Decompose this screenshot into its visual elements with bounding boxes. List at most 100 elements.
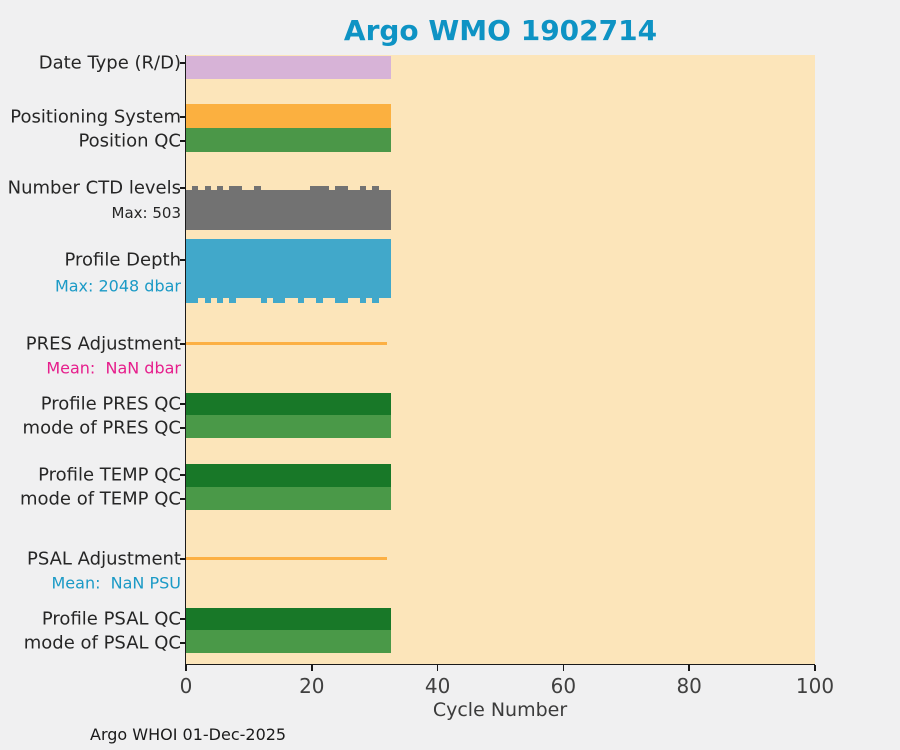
bar-segment-profile_depth [298,239,304,303]
bar-segment-profile_depth [372,239,379,303]
bar-segment-number_ctd_levels [304,190,310,230]
x-axis-label: Cycle Number [432,699,568,721]
bar-segment-number_ctd_levels [205,186,211,230]
bar-mode_of_psal_qc [186,630,391,653]
bar-segment-number_ctd_levels [279,190,285,230]
bar-segment-profile_depth [273,239,279,303]
bar-segment-number_ctd_levels [211,190,217,230]
y-tick-date_type [180,62,186,64]
y-tick-pres_adjustment [180,343,186,345]
row-label-profile_depth: Profile Depth [64,249,181,271]
bar-segment-number_ctd_levels [223,190,229,230]
plot-area [186,55,815,665]
bar-segment-profile_depth [242,239,248,298]
bar-segment-profile_depth [379,239,385,298]
y-tick-position_qc [180,140,186,142]
bar-segment-number_ctd_levels [273,190,279,230]
y-tick-number_ctd_levels [180,187,186,189]
bar-segment-number_ctd_levels [217,186,223,230]
bar-segment-profile_depth [360,239,366,303]
bar-segment-number_ctd_levels [192,186,198,230]
y-tick-mode_of_temp_qc [180,498,186,500]
bar-pres_adjustment [186,342,387,345]
x-tick-mark [562,665,565,671]
bar-segment-number_ctd_levels [316,186,323,230]
bar-segment-profile_depth [292,239,298,298]
bar-profile_pres_qc [186,393,391,415]
bar-segment-profile_depth [261,239,267,303]
bar-segment-profile_depth [385,239,391,298]
bar-segment-profile_depth [198,239,205,298]
bar-segment-number_ctd_levels [323,186,329,230]
row-label-psal_adjustment: Mean: NaN PSU [51,573,182,593]
bar-date_type [186,56,391,79]
bar-segment-number_ctd_levels [248,190,254,230]
row-label-mode_of_psal_qc: mode of PSAL QC [23,632,181,654]
attribution-text: Argo WHOI 01-Dec-2025 [90,725,287,744]
bar-segment-profile_depth [267,239,273,298]
bar-segment-profile_depth [223,239,229,298]
row-label-pres_adjustment: PRES Adjustment [25,333,181,355]
bar-segment-number_ctd_levels [198,190,205,230]
bar-segment-number_ctd_levels [186,190,192,230]
bar-segment-profile_depth [217,239,223,303]
bar-segment-number_ctd_levels [292,190,298,230]
bar-segment-profile_depth [229,239,236,303]
bar-profile_psal_qc [186,608,391,630]
bar-profile_temp_qc [186,464,391,487]
y-tick-mode_of_psal_qc [180,642,186,644]
bar-position_qc [186,128,391,152]
bar-segment-profile_depth [304,239,310,298]
bar-segment-number_ctd_levels [285,190,292,230]
bar-segment-profile_depth [348,239,354,298]
x-tick-label: 60 [550,674,577,698]
bar-mode_of_temp_qc [186,487,391,510]
y-tick-profile_pres_qc [180,403,186,405]
row-label-profile_pres_qc: Profile PRES QC [40,393,181,415]
bar-segment-profile_depth [329,239,335,298]
bar-segment-profile_depth [366,239,372,298]
y-tick-profile_psal_qc [180,618,186,620]
bar-segment-profile_depth [192,239,198,303]
bar-segment-profile_depth [285,239,292,298]
bar-segment-profile_depth [186,239,192,303]
x-tick-label: 40 [424,674,451,698]
bar-segment-number_ctd_levels [298,190,304,230]
bar-segment-profile_depth [323,239,329,298]
bar-segment-number_ctd_levels [385,190,391,230]
x-tick-mark [688,665,690,671]
row-label-number_ctd_levels: Number CTD levels [7,177,181,199]
x-tick-label: 100 [795,674,835,698]
bar-segment-profile_depth [211,239,217,298]
bar-segment-number_ctd_levels [329,190,335,230]
bar-psal_adjustment [186,557,387,560]
bar-segment-profile_depth [279,239,285,303]
x-tick-label: 20 [299,674,325,698]
bar-segment-number_ctd_levels [254,186,261,230]
bar-segment-number_ctd_levels [360,186,366,230]
x-tick-mark [436,665,439,671]
bar-segment-profile_depth [254,239,261,298]
x-tick-label: 80 [676,674,702,698]
row-label-profile_temp_qc: Profile TEMP QC [38,464,181,486]
bar-mode_of_pres_qc [186,415,391,438]
y-axis-spine [184,55,186,665]
chart-title: Argo WMO 1902714 [343,14,658,47]
bar-segment-number_ctd_levels [242,190,248,230]
y-tick-psal_adjustment [180,558,186,560]
bar-segment-number_ctd_levels [261,190,267,230]
bar-segment-number_ctd_levels [310,186,316,230]
row-label-pres_adjustment: Mean: NaN dbar [46,358,181,378]
bar-segment-number_ctd_levels [267,190,273,230]
bar-segment-profile_depth [341,239,348,303]
x-tick-label: 0 [179,674,193,698]
row-label-positioning_system: Positioning System [10,106,181,128]
bar-segment-number_ctd_levels [229,186,236,230]
y-tick-positioning_system [180,116,186,118]
row-label-profile_depth: Max: 2048 dbar [54,276,181,296]
bar-segment-profile_depth [335,239,341,303]
row-label-profile_psal_qc: Profile PSAL QC [41,608,181,630]
bar-segment-profile_depth [248,239,254,298]
x-axis-spine [184,663,815,665]
